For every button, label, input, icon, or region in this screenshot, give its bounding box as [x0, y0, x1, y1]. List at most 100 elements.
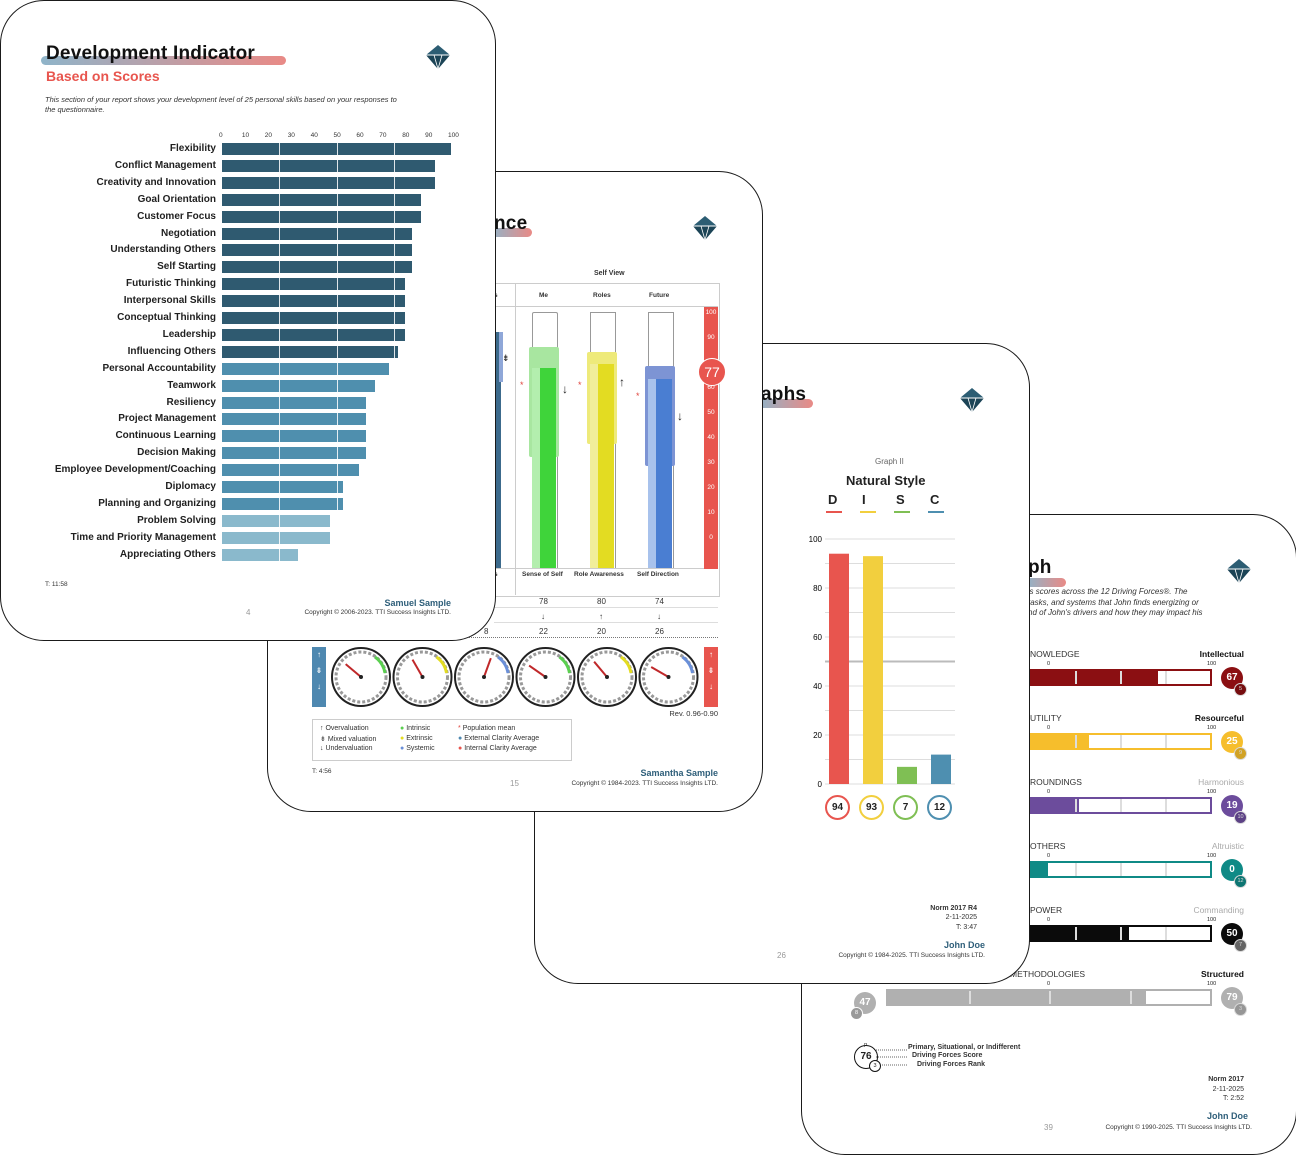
- bar-row: Leadership: [1, 328, 495, 342]
- force-bar-fill: [1030, 671, 1158, 684]
- force-bar-tick: [1120, 863, 1122, 876]
- bar-row: Employee Development/Coaching: [1, 463, 495, 477]
- bar: [222, 481, 344, 493]
- x-tick-label: 0: [219, 132, 223, 139]
- bar-label: Continuous Learning: [115, 430, 216, 442]
- bar: [222, 464, 360, 477]
- bar: [222, 514, 330, 527]
- self-view-title: Self View: [594, 270, 625, 277]
- legend-mixed: ⇟ Mixed valuation: [320, 736, 377, 743]
- disc-bar: [863, 556, 883, 784]
- bar-row: Conceptual Thinking: [1, 311, 495, 325]
- gauge-dial: [638, 647, 699, 707]
- row1-future: 74: [655, 597, 664, 606]
- legend-score-circle: 76: [854, 1045, 878, 1069]
- bar: [222, 176, 435, 189]
- force-left-label: NOWLEDGE: [1030, 649, 1080, 659]
- graph-label: Graph II: [875, 457, 904, 466]
- bar-label: Problem Solving: [137, 514, 216, 526]
- natural-style-chart: 100 80 60 40 20 0: [809, 535, 955, 789]
- red-side-tab: ↑ ⇟ ↓: [704, 647, 718, 707]
- disc-letter: S: [896, 492, 905, 507]
- norm-label: Norm 2017 R4: [930, 905, 977, 912]
- bar: [222, 447, 367, 460]
- bar-row: Personal Accountability: [1, 362, 495, 376]
- time-label: T: 4:56: [312, 768, 332, 775]
- disc-score-circle: 7: [893, 795, 918, 820]
- disc-bar: [897, 766, 917, 784]
- bottom-label-2: Role Awareness: [574, 571, 624, 578]
- revision-label: Rev. 0.96-0.90: [669, 709, 718, 718]
- bar-label: Leadership: [162, 328, 216, 340]
- col-header-3: Future: [649, 292, 670, 299]
- me-bar-light: [532, 368, 540, 568]
- scale-label: 60: [707, 384, 715, 391]
- force-right-label: Resourceful: [1194, 713, 1244, 723]
- diamond-logo-icon: [693, 216, 717, 241]
- bar-row: Appreciating Others: [1, 548, 495, 562]
- bar-row: Decision Making: [1, 446, 495, 460]
- page-title: ph: [1028, 557, 1052, 578]
- bar-label: Goal Orientation: [137, 193, 216, 205]
- row-divider-2: [494, 622, 718, 623]
- x-tick-label: 20: [264, 132, 273, 139]
- roles-bar-light: [590, 364, 598, 568]
- title-highlight: [490, 228, 532, 237]
- scale-zero: 0: [1047, 725, 1051, 731]
- gauge-dial: [331, 647, 391, 707]
- scale-zero: 0: [1047, 981, 1051, 987]
- bar-row: Understanding Others: [1, 243, 495, 257]
- force-bar-tick: [968, 991, 971, 1004]
- big-score-circle: 77: [698, 358, 726, 386]
- respondent-name: John Doe: [943, 940, 985, 950]
- force-right-label: Intellectual: [1199, 649, 1244, 659]
- col-header-2: Roles: [593, 292, 611, 299]
- force-bar-tick: [1165, 863, 1167, 876]
- bar-row: Self Starting: [1, 260, 495, 274]
- scale-label: 20: [707, 484, 715, 491]
- row3-2: 20: [597, 627, 606, 636]
- force-bar-fill: [1030, 863, 1048, 876]
- copyright: Copyright © 1984-2025. TTI Success Insig…: [838, 952, 985, 959]
- scale-zero: 0: [1047, 789, 1051, 795]
- bar-label: Conflict Management: [114, 159, 216, 171]
- bar-label: Personal Accountability: [102, 362, 216, 374]
- legend-text-3: Driving Forces Rank: [917, 1061, 986, 1068]
- force-rank-circle: 3: [1234, 1003, 1247, 1016]
- down-arrow-icon: ↓: [677, 409, 683, 423]
- x-tick-label: 40: [310, 132, 318, 139]
- force-bar: [1028, 669, 1212, 686]
- header-divider: [494, 306, 718, 307]
- scale-label: 100: [705, 309, 717, 316]
- bar-row: Diplomacy: [1, 480, 495, 494]
- intro-line-1: This section of your report shows your d…: [45, 95, 397, 104]
- scale-zero: 0: [1047, 661, 1051, 667]
- force-bar-tick: [1120, 735, 1122, 748]
- disc-bar: [829, 553, 849, 784]
- mixed-arrow-icon: ⇟: [502, 353, 510, 363]
- scale-label: 50: [707, 409, 715, 416]
- legend-leader-lines: [876, 1049, 908, 1066]
- row1-me: 78: [539, 597, 548, 606]
- intro-line-2: tasks, and systems that John finds energ…: [1028, 598, 1199, 607]
- force-bar-tick: [1049, 991, 1051, 1004]
- force-right-label: Structured: [1201, 969, 1244, 979]
- date-label: 2-11-2025: [1212, 1086, 1244, 1093]
- y-tick-label: 0: [818, 780, 823, 789]
- disc-letter-underline: [860, 511, 876, 513]
- page-number: 26: [777, 951, 786, 960]
- respondent-name: Samantha Sample: [640, 768, 718, 778]
- left-rank-circle: 8: [850, 1007, 863, 1020]
- bar: [222, 413, 367, 426]
- row-divider-1: [494, 607, 718, 608]
- force-bar-fill: [1030, 799, 1079, 812]
- x-tick-label: 90: [425, 132, 433, 139]
- copyright: Copyright © 1990-2025. TTI Success Insig…: [1105, 1124, 1252, 1131]
- bar-label: Decision Making: [137, 447, 216, 459]
- force-bar-tick: [1075, 671, 1077, 684]
- bar: [222, 396, 367, 409]
- force-bar-fill: [1030, 927, 1129, 940]
- force-rank-circle: 9: [1234, 747, 1247, 760]
- bar: [222, 159, 435, 172]
- legend-intrinsic: ● Intrinsic: [400, 725, 431, 732]
